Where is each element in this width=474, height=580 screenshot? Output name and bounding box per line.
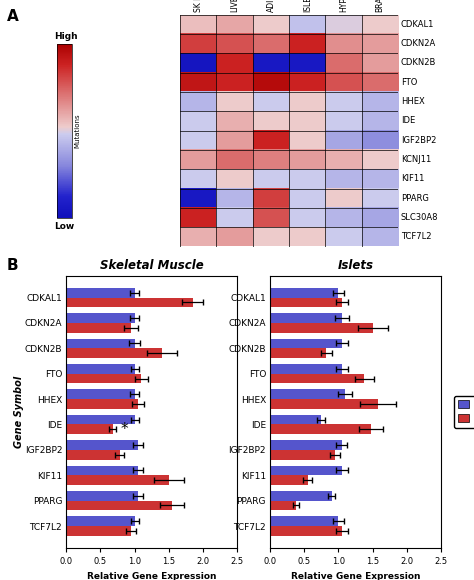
Text: High: High (55, 31, 78, 41)
Bar (270, 389, 345, 399)
Bar (66, 339, 135, 349)
Text: A: A (7, 9, 19, 24)
X-axis label: Relative Gene Expression: Relative Gene Expression (291, 572, 420, 580)
Title: Skeletal Muscle: Skeletal Muscle (100, 259, 203, 271)
Bar (66, 526, 131, 536)
Bar (270, 364, 342, 374)
Bar (66, 349, 162, 358)
Bar (66, 389, 135, 399)
Bar (270, 526, 342, 536)
Text: B: B (7, 258, 19, 273)
Bar (270, 466, 342, 475)
Bar (66, 323, 131, 332)
Bar (270, 298, 342, 307)
Bar (270, 425, 371, 434)
Bar (66, 399, 138, 409)
Bar (270, 516, 338, 526)
Bar (270, 339, 342, 349)
Bar (66, 425, 113, 434)
Bar (270, 288, 338, 298)
Text: *: * (120, 422, 128, 437)
Title: Islets: Islets (337, 259, 374, 271)
Bar (66, 415, 135, 425)
Bar (270, 501, 296, 510)
X-axis label: Relative Gene Expression: Relative Gene Expression (87, 572, 217, 580)
Bar (66, 298, 192, 307)
Legend: Control, T2 DM: Control, T2 DM (454, 396, 474, 427)
Bar (270, 323, 373, 332)
Bar (66, 466, 138, 475)
Bar (270, 491, 332, 501)
Bar (66, 516, 135, 526)
Bar (270, 450, 335, 459)
Bar (66, 364, 135, 374)
Bar (66, 374, 141, 383)
Bar (66, 440, 138, 450)
Bar (270, 415, 321, 425)
Text: Gene Symbol: Gene Symbol (14, 376, 24, 448)
Bar (270, 349, 326, 358)
Bar (66, 491, 138, 501)
Bar (270, 313, 342, 323)
Bar (270, 475, 308, 485)
Bar (270, 440, 342, 450)
Bar (66, 501, 172, 510)
Bar (66, 450, 119, 459)
Bar (66, 288, 135, 298)
Bar (270, 399, 378, 409)
Text: Mutations: Mutations (74, 113, 81, 148)
Bar (66, 313, 135, 323)
Bar (66, 475, 169, 485)
Text: Low: Low (55, 222, 75, 231)
Bar (270, 374, 365, 383)
